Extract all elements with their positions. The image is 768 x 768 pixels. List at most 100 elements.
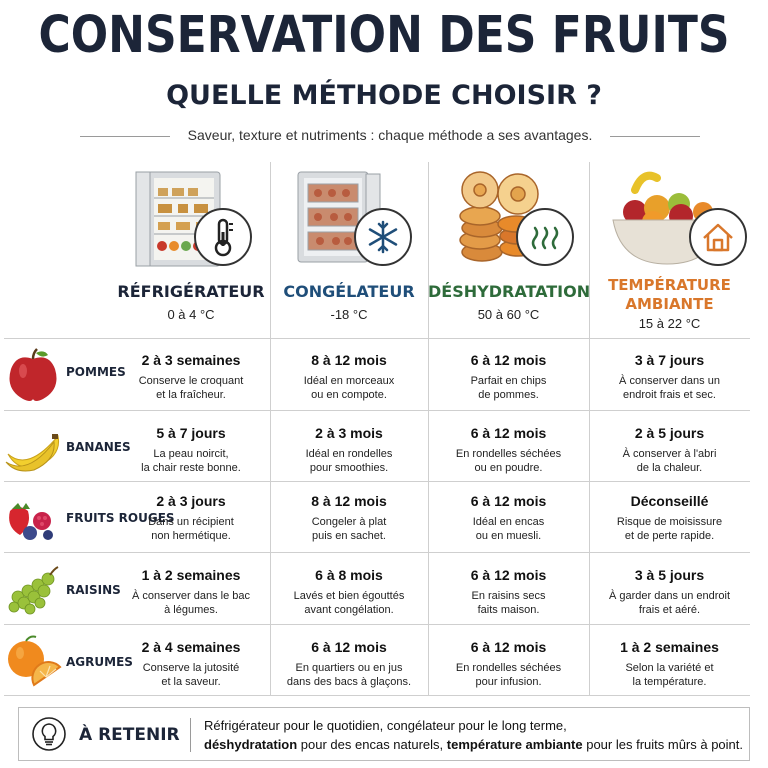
column-congelateur: CONGÉLATEUR -18 °C — [270, 162, 428, 338]
cell-pommes-ambiante: 3 à 7 jours À conserver dans un endroit fr… — [589, 352, 750, 402]
row-divider — [4, 338, 750, 339]
note: pour infusion. — [475, 676, 542, 688]
column-temperature-ambiante: TEMPÉRATURE AMBIANTE 15 à 22 °C — [589, 162, 750, 338]
note: En raisins secs — [471, 590, 546, 602]
divider — [80, 136, 170, 137]
takeaway-text: Réfrigérateur pour le quotidien, congéla… — [204, 716, 743, 754]
duration: Déconseillé — [630, 493, 709, 509]
apple-icon — [9, 348, 57, 401]
orange-icon — [8, 635, 62, 687]
duration: 5 à 7 jours — [156, 425, 226, 441]
cell-fruits-rouges-deshydratation: 6 à 12 mois Idéal en encas ou en muesli. — [428, 493, 589, 543]
divider — [610, 136, 700, 137]
note: Lavés et bien égouttés — [293, 590, 405, 602]
lightbulb-icon — [32, 717, 66, 751]
row-divider — [4, 481, 750, 482]
note: et de perte rapide. — [624, 530, 715, 542]
duration: 6 à 12 mois — [470, 639, 547, 655]
column-deshydratation: DÉSHYDRATATION 50 à 60 °C — [428, 162, 590, 338]
cell-raisins-ambiante: 3 à 5 jours À garder dans un endroit frais… — [589, 567, 750, 617]
method-temperature: 15 à 22 °C — [638, 316, 701, 331]
note: ou en compote. — [311, 389, 387, 401]
column-divider — [589, 162, 590, 695]
note: Idéal en encas — [472, 516, 545, 528]
note: de la chaleur. — [636, 462, 703, 474]
duration: 6 à 12 mois — [470, 567, 547, 583]
note: À conserver à l'abri — [622, 448, 717, 460]
method-name: CONGÉLATEUR — [283, 282, 415, 301]
cell-fruits-rouges-ambiante: Déconseillé Risque de moisissure et de per… — [589, 493, 750, 543]
method-name-line2: AMBIANTE — [625, 295, 714, 313]
note: à légumes. — [164, 604, 218, 616]
cell-bananes-congelateur: 2 à 3 mois Idéal en rondelles pour smoothi… — [270, 425, 428, 475]
method-name: TEMPÉRATURE AMBIANTE — [589, 276, 750, 314]
duration: 2 à 3 semaines — [141, 352, 241, 368]
row-divider — [4, 695, 750, 696]
note: ou en muesli. — [475, 530, 542, 542]
method-name: RÉFRIGÉRATEUR — [117, 282, 265, 301]
note: dans des bacs à glaçons. — [286, 676, 412, 688]
duration: 2 à 5 jours — [634, 425, 705, 441]
takeaway-bold-dehydration: déshydratation — [204, 737, 298, 752]
duration: 8 à 12 mois — [311, 352, 387, 368]
cell-pommes-deshydratation: 6 à 12 mois Parfait en chips de pommes. — [428, 352, 589, 402]
page-subtitle: QUELLE MÉTHODE CHOISIR ? — [166, 80, 602, 111]
duration: 3 à 5 jours — [634, 567, 705, 583]
duration: 6 à 12 mois — [470, 493, 547, 509]
note: Conserve le croquant — [138, 375, 244, 387]
takeaway-line1: Réfrigérateur pour le quotidien, congéla… — [204, 718, 567, 733]
banana-icon — [5, 434, 60, 472]
column-refrigerateur: RÉFRIGÉRATEUR 0 à 4 °C — [112, 162, 270, 338]
note: Congeler à plat — [311, 516, 387, 528]
takeaway-bold-room-temp: température ambiante — [446, 737, 583, 752]
note: ou en poudre. — [474, 462, 543, 474]
duration: 8 à 12 mois — [311, 493, 387, 509]
method-temperature: -18 °C — [330, 307, 368, 322]
snowflake-icon — [354, 208, 412, 266]
note: de pommes. — [478, 389, 539, 401]
note: la chair reste bonne. — [141, 462, 241, 474]
cell-fruits-rouges-congelateur: 8 à 12 mois Congeler à plat puis en sachet… — [270, 493, 428, 543]
note: À conserver dans le bac — [131, 590, 250, 602]
takeaway-heading: À RETENIR — [79, 725, 180, 745]
note: Parfait en chips — [470, 375, 547, 387]
page-title: CONSERVATION DES FRUITS — [38, 6, 730, 65]
fruit-label: POMMES — [66, 365, 126, 379]
row-head-agrumes: AGRUMES — [4, 633, 146, 691]
thermometer-icon — [194, 208, 252, 266]
duration: 6 à 12 mois — [470, 425, 547, 441]
method-temperature: 0 à 4 °C — [167, 307, 215, 322]
cell-bananes-deshydratation: 6 à 12 mois En rondelles séchées ou en pou… — [428, 425, 589, 475]
note: En rondelles séchées — [455, 448, 562, 460]
note: et la saveur. — [161, 676, 221, 688]
cell-agrumes-refrigerateur: 2 à 4 semaines Conserve la jutosité et la … — [112, 639, 270, 689]
note: et la fraîcheur. — [156, 389, 226, 401]
note: Risque de moisissure — [616, 516, 723, 528]
duration: 2 à 4 semaines — [141, 639, 241, 655]
cell-raisins-deshydratation: 6 à 12 mois En raisins secs faits maison. — [428, 567, 589, 617]
cell-agrumes-deshydratation: 6 à 12 mois En rondelles séchées pour infu… — [428, 639, 589, 689]
row-head-bananes: BANANES — [4, 418, 146, 476]
column-divider — [428, 162, 429, 695]
cell-agrumes-ambiante: 1 à 2 semaines Selon la variété et la temp… — [589, 639, 750, 689]
cell-raisins-refrigerateur: 1 à 2 semaines À conserver dans le bac à l… — [112, 567, 270, 617]
fruit-label: FRUITS ROUGES — [66, 511, 175, 525]
cell-agrumes-congelateur: 6 à 12 mois En quartiers ou en jus dans de… — [270, 639, 428, 689]
note: puis en sachet. — [312, 530, 386, 542]
note: En rondelles séchées — [455, 662, 562, 674]
tagline: Saveur, texture et nutriments : chaque m… — [187, 127, 593, 143]
berries-icon — [9, 503, 53, 540]
method-name-line1: TEMPÉRATURE — [608, 276, 731, 294]
duration: 1 à 2 semaines — [141, 567, 241, 583]
row-head-raisins: RAISINS — [4, 561, 146, 619]
duration: 6 à 12 mois — [311, 639, 387, 655]
duration: 2 à 3 mois — [315, 425, 383, 441]
cell-bananes-refrigerateur: 5 à 7 jours La peau noircit, la chair rest… — [112, 425, 270, 475]
tagline-block: Saveur, texture et nutriments : chaque m… — [80, 126, 700, 146]
note: non hermétique. — [151, 530, 231, 542]
method-temperature: 50 à 60 °C — [477, 307, 540, 322]
note: À garder dans un endroit — [608, 590, 731, 602]
row-head-fruits-rouges: FRUITS ROUGES — [4, 489, 175, 547]
note: La peau noircit, — [153, 448, 229, 460]
duration: 2 à 3 jours — [156, 493, 226, 509]
